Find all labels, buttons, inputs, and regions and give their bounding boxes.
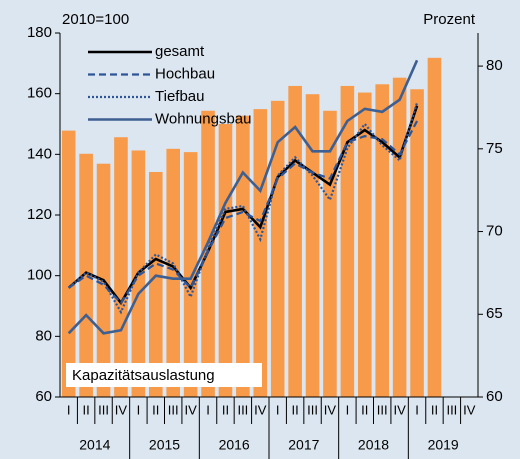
bar	[323, 110, 337, 397]
year-label: 2019	[428, 437, 459, 453]
bar	[236, 115, 250, 398]
bar	[114, 137, 128, 397]
bar-legend-box	[66, 363, 262, 387]
line-series	[67, 59, 419, 335]
x-tick-label: IV	[115, 402, 128, 417]
y2-tick-label: 75	[486, 140, 503, 157]
bar	[340, 85, 355, 397]
y-tick-label: 60	[35, 388, 52, 405]
year-label: 2018	[358, 437, 389, 453]
y-tick-label: 120	[27, 206, 52, 223]
legend-label: Tiefbau	[155, 88, 204, 105]
bar	[375, 84, 390, 398]
y-tick-label: 80	[35, 327, 52, 344]
x-tick-label: I	[346, 402, 350, 417]
y-tick-label: 100	[27, 267, 52, 284]
line-series	[68, 120, 419, 305]
bar	[305, 94, 320, 397]
x-tick-label: III	[98, 402, 109, 417]
x-tick-label: IV	[324, 402, 337, 417]
bar-legend-label: Kapazitätsauslastung	[72, 367, 215, 384]
year-label: 2016	[219, 437, 250, 453]
x-tick-label: IV	[184, 402, 197, 417]
line-series	[67, 102, 419, 315]
y-tick-label: 160	[27, 85, 52, 102]
bar	[218, 124, 233, 397]
year-label: 2017	[288, 437, 319, 453]
x-tick-label: II	[431, 402, 438, 417]
bar	[410, 89, 424, 397]
legend-label: gesamt	[155, 43, 205, 60]
y2-tick-label: 65	[486, 305, 503, 322]
x-tick-label: II	[222, 402, 229, 417]
x-tick-label: I	[67, 402, 71, 417]
x-tick-label: I	[415, 402, 419, 417]
x-tick-label: II	[152, 402, 159, 417]
x-tick-label: I	[276, 402, 280, 417]
x-tick-label: III	[168, 402, 179, 417]
year-label: 2015	[149, 437, 180, 453]
y-axis-label: 2010=100	[62, 11, 129, 28]
bar	[61, 130, 76, 398]
x-tick-label: IV	[463, 402, 476, 417]
x-tick-label: III	[237, 402, 248, 417]
x-tick-label: IV	[254, 402, 267, 417]
x-tick-label: II	[83, 402, 90, 417]
bar	[148, 171, 163, 397]
y2-tick-label: 80	[486, 57, 503, 74]
bar	[183, 152, 198, 397]
bar	[357, 92, 372, 398]
x-tick-label: III	[307, 402, 318, 417]
y-tick-label: 180	[27, 24, 52, 41]
x-tick-label: III	[377, 402, 388, 417]
bar	[79, 153, 93, 397]
legend-label: Hochbau	[155, 65, 215, 82]
bar	[253, 109, 268, 397]
y2-tick-label: 60	[486, 388, 503, 405]
x-tick-label: II	[292, 402, 299, 417]
x-tick-label: II	[361, 402, 368, 417]
legend-label: Wohnungsbau	[155, 110, 251, 127]
y-tick-label: 140	[27, 145, 52, 162]
year-label: 2014	[79, 437, 110, 453]
bar	[427, 57, 442, 398]
bar	[392, 77, 407, 397]
x-tick-label: III	[446, 402, 457, 417]
y2-axis-label: Prozent	[423, 11, 476, 28]
x-tick-label: I	[206, 402, 210, 417]
bar	[166, 148, 181, 397]
x-tick-label: I	[137, 402, 141, 417]
x-tick-label: IV	[393, 402, 406, 417]
y2-tick-label: 70	[486, 223, 503, 240]
